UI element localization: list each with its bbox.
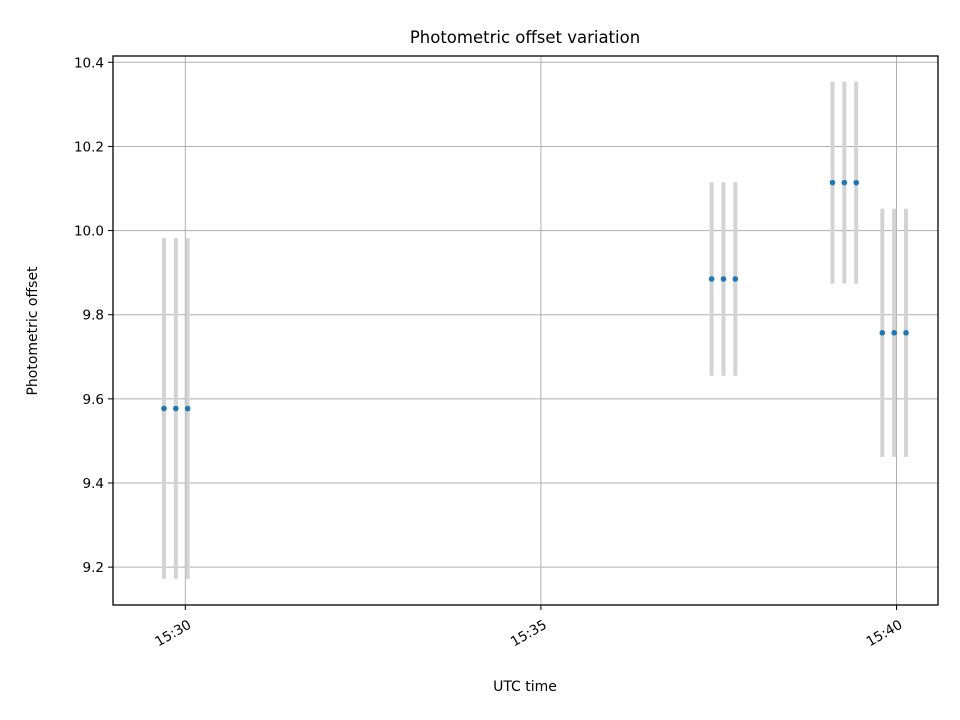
data-point — [732, 276, 739, 282]
data-point — [891, 330, 897, 336]
y-tick-label: 10.0 — [74, 224, 104, 240]
data-point — [173, 405, 179, 412]
grid-lines — [113, 56, 938, 605]
data-point — [161, 405, 167, 412]
data-point — [879, 330, 886, 336]
chart-title: Photometric offset variation — [410, 28, 640, 47]
data-point — [720, 276, 727, 282]
y-tick-label: 10.2 — [74, 139, 104, 155]
data-point — [841, 179, 848, 186]
y-tick-label: 9.4 — [83, 476, 104, 492]
data-points — [161, 179, 909, 412]
x-axis-title: UTC time — [493, 679, 557, 695]
y-tick-label: 10.4 — [74, 55, 104, 71]
y-axis-title: Photometric offset — [25, 266, 41, 396]
y-tick-label: 9.8 — [83, 308, 104, 324]
data-point — [853, 179, 860, 186]
data-point — [829, 179, 836, 186]
data-point — [708, 276, 715, 282]
y-tick-label: 9.2 — [83, 560, 104, 576]
plot-frame — [112, 55, 939, 606]
data-point — [903, 330, 909, 336]
data-point — [184, 405, 191, 412]
y-tick-label: 9.6 — [83, 392, 104, 408]
